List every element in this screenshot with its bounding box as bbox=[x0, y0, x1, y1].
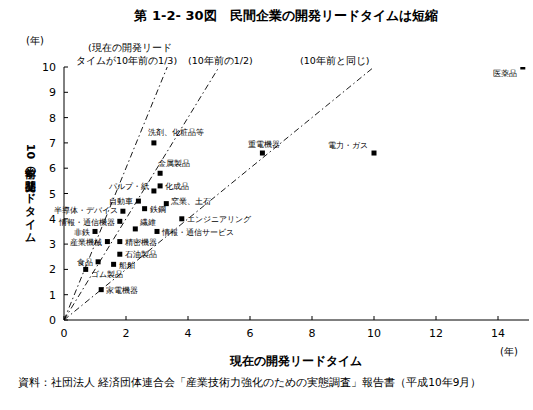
y-tick bbox=[64, 168, 68, 169]
x-tick bbox=[312, 316, 313, 320]
x-tick bbox=[126, 316, 127, 320]
point-label: 家電機器 bbox=[106, 286, 138, 295]
x-tick-label: 10 bbox=[367, 327, 381, 340]
point-label: エンジニアリング bbox=[187, 215, 252, 224]
point-label: 半導体・デバイス bbox=[54, 206, 118, 215]
point-label: 石油製品 bbox=[125, 250, 157, 259]
point-label: 鉄鋼 bbox=[150, 205, 166, 214]
x-tick bbox=[498, 316, 499, 320]
point bbox=[136, 199, 141, 204]
point-label: 食品 bbox=[77, 258, 93, 267]
point bbox=[117, 239, 122, 244]
point-label: 重電機器 bbox=[248, 140, 280, 149]
y-tick-label: 3 bbox=[49, 238, 56, 251]
point bbox=[151, 140, 156, 145]
point bbox=[158, 183, 163, 188]
x-tick-label: 6 bbox=[247, 327, 254, 340]
x-unit: (年) bbox=[500, 346, 518, 357]
y-tick-label: 2 bbox=[49, 263, 56, 276]
point bbox=[133, 226, 138, 231]
point bbox=[117, 219, 122, 224]
plot-marks bbox=[64, 67, 525, 320]
x-tick bbox=[374, 316, 375, 320]
y-tick-label: 1 bbox=[49, 289, 56, 302]
reference-label-line: タイムが10年前の1/3) bbox=[76, 55, 177, 66]
y-unit: (年) bbox=[26, 35, 44, 46]
point bbox=[151, 188, 156, 193]
point-label: 非鉄 bbox=[74, 228, 90, 237]
point-label: 電力・ガス bbox=[328, 141, 368, 150]
reference-label-line: (現在の開発リード bbox=[88, 42, 172, 53]
point-label: 情報・通信サービス bbox=[161, 228, 234, 237]
reference-line bbox=[64, 67, 219, 320]
point bbox=[179, 216, 184, 221]
x-tick-label: 12 bbox=[429, 327, 443, 340]
point-label: 繊維 bbox=[139, 218, 156, 227]
point bbox=[83, 267, 88, 272]
point-label: ゴム製品 bbox=[91, 270, 123, 279]
point bbox=[158, 171, 163, 176]
y-tick bbox=[64, 244, 68, 245]
x-axis-label: 現在の開発リードタイム bbox=[229, 354, 362, 368]
point-label: パルプ・紙 bbox=[108, 182, 149, 191]
point bbox=[520, 67, 525, 70]
point bbox=[120, 209, 125, 214]
y-tick-label: 0 bbox=[49, 314, 56, 327]
point bbox=[260, 151, 265, 156]
x-axis bbox=[64, 320, 529, 321]
y-tick bbox=[64, 294, 68, 295]
chart: 第 1-2- 30図 民間企業の開発リードタイムは短縮0246810121401… bbox=[0, 0, 533, 410]
point bbox=[372, 151, 377, 156]
point-label: 自動車 bbox=[109, 197, 133, 206]
point bbox=[111, 262, 116, 267]
y-tick bbox=[64, 117, 68, 118]
y-tick bbox=[64, 92, 68, 93]
point-label: 医薬品 bbox=[493, 69, 517, 78]
point-label: 船舶 bbox=[119, 261, 135, 270]
point-label: 産業機械 bbox=[70, 238, 102, 247]
reference-label: (現在の開発リードタイムが10年前の1/3) bbox=[76, 42, 177, 66]
point bbox=[99, 287, 104, 292]
y-tick bbox=[64, 67, 68, 68]
point-label: 窯業、土石 bbox=[171, 197, 211, 206]
reference-label: (10年前と同じ) bbox=[300, 55, 370, 66]
point bbox=[105, 239, 110, 244]
x-tick-label: 14 bbox=[491, 327, 505, 340]
y-tick-label: 9 bbox=[49, 86, 56, 99]
reference-line bbox=[64, 67, 374, 320]
title: 第 1-2- 30図 民間企業の開発リードタイムは短縮 bbox=[133, 8, 437, 23]
y-tick-label: 6 bbox=[49, 162, 56, 175]
point-label: 金属製品 bbox=[158, 159, 190, 168]
point bbox=[155, 229, 160, 234]
point bbox=[117, 252, 122, 257]
x-tick-label: 4 bbox=[185, 327, 192, 340]
point-label: 洗剤、化粧品等 bbox=[148, 128, 204, 137]
point-label: 精密機器 bbox=[125, 238, 157, 247]
y-axis-label: 10年前の開発リードタイム bbox=[24, 144, 38, 242]
x-tick bbox=[188, 316, 189, 320]
x-tick bbox=[250, 316, 251, 320]
source: 資料：社団法人 経済団体連合会「産業技術力強化のための実態調査」報告書（平成10… bbox=[18, 376, 481, 388]
x-tick-label: 2 bbox=[123, 327, 130, 340]
y-tick-label: 7 bbox=[49, 137, 56, 150]
x-tick-label: 8 bbox=[309, 327, 316, 340]
y-tick-label: 8 bbox=[49, 112, 56, 125]
point-label: 化成品 bbox=[165, 182, 189, 191]
reference-line bbox=[64, 67, 167, 320]
y-tick bbox=[64, 269, 68, 270]
point bbox=[96, 259, 101, 264]
reference-label: (10年前の1/2) bbox=[188, 55, 253, 66]
reference-label-line: (10年前と同じ) bbox=[300, 55, 370, 66]
y-tick-label: 5 bbox=[49, 188, 56, 201]
y-tick bbox=[64, 142, 68, 143]
y-tick bbox=[64, 193, 68, 194]
point-label: 情報・通信機器 bbox=[58, 218, 115, 227]
point bbox=[93, 229, 98, 234]
x-tick-label: 0 bbox=[61, 327, 68, 340]
y-tick-label: 10 bbox=[42, 61, 56, 74]
reference-label-line: (10年前の1/2) bbox=[188, 55, 253, 66]
x-tick bbox=[436, 316, 437, 320]
point bbox=[142, 206, 147, 211]
